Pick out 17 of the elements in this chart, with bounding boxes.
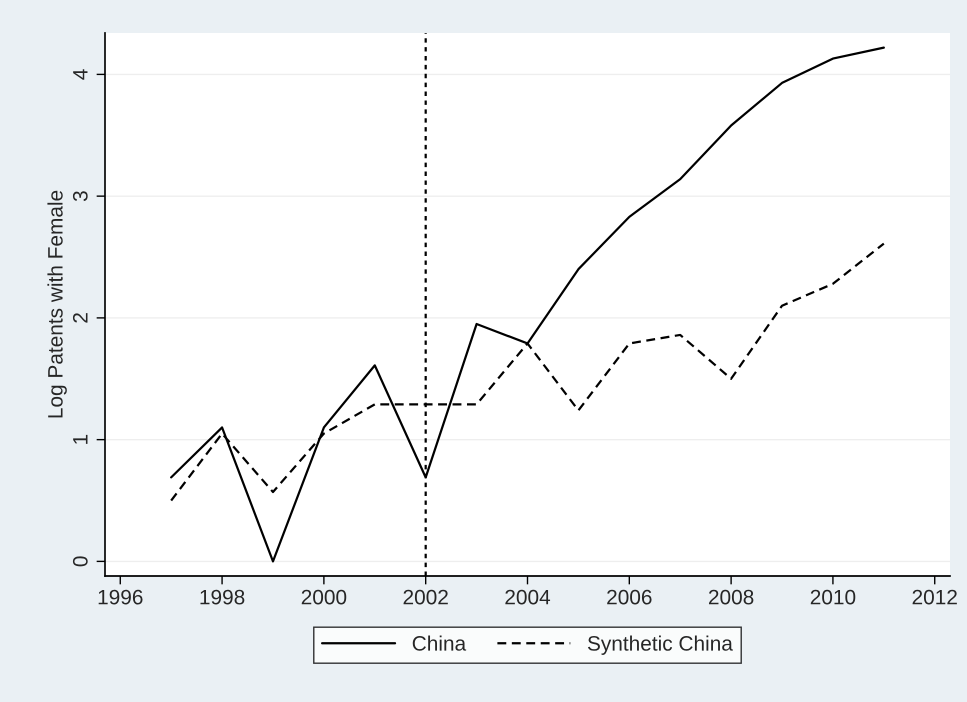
y-tick-label: 1 (73, 434, 88, 444)
y-tick-label: 3 (72, 191, 88, 202)
y-tick-label: 4 (73, 69, 88, 80)
x-tick-label: 2004 (505, 590, 550, 604)
y-tick-label: 0 (72, 556, 88, 566)
x-tick-label: 1998 (200, 590, 244, 604)
x-tick-label: 2000 (302, 590, 346, 604)
y-axis-title: Log Patents with Female (47, 190, 67, 418)
x-tick-label: 2008 (708, 590, 754, 604)
legend-label: China (412, 635, 466, 651)
legend-label: Synthetic China (588, 635, 733, 655)
x-tick-label: 2006 (607, 590, 652, 604)
x-tick-label: 2002 (404, 590, 448, 604)
x-tick-label: 2010 (810, 590, 856, 604)
x-tick-label: 2012 (912, 590, 957, 604)
y-tick-label: 2 (72, 313, 88, 323)
x-tick-label: 1996 (98, 590, 143, 604)
